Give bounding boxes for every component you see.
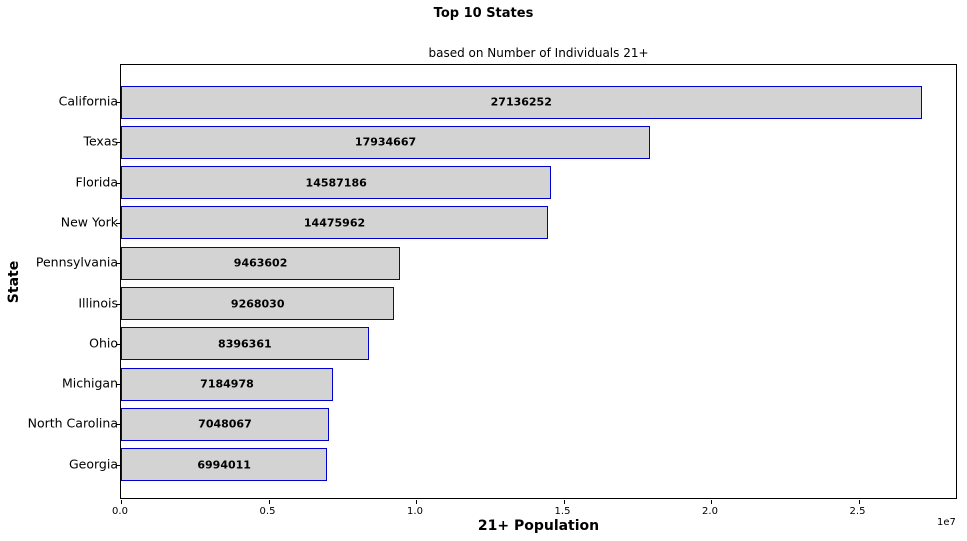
y-tick-label: Pennsylvania (35, 254, 118, 270)
bar (121, 367, 333, 401)
x-tick (858, 500, 860, 504)
bar (121, 407, 329, 441)
plot-area: 27136252 17934667 14587186 14475962 9463602 9… (116, 64, 957, 504)
x-axis-offset-label: 1e7 (937, 517, 956, 528)
y-tick-label: Ohio (89, 335, 118, 351)
y-axis-label: State (6, 260, 22, 304)
x-tick-label: 0.5 (259, 506, 276, 517)
x-tick-label: 1.0 (407, 506, 423, 517)
bar (121, 85, 922, 119)
bar-value-label: 7184978 (200, 377, 254, 391)
bar-value-label: 9268030 (230, 297, 285, 310)
y-tick-label: Michigan (61, 375, 118, 391)
y-tick (116, 424, 120, 426)
y-tick (116, 182, 120, 184)
bar (121, 166, 552, 200)
y-tick-label: California (58, 93, 118, 109)
bar (121, 246, 401, 280)
bar-value-label: 8396361 (218, 337, 272, 351)
bar-value-label: 7048067 (198, 417, 252, 431)
x-tick (711, 500, 712, 504)
bar (121, 206, 549, 240)
y-tick-label: Florida (75, 174, 118, 190)
x-tick-label: 2.0 (702, 506, 718, 517)
x-tick (268, 500, 270, 504)
x-tick-label: 1.5 (554, 506, 571, 517)
bar-value-label: 9463602 (233, 256, 288, 270)
x-tick (563, 500, 565, 504)
bar-value-label: 27136252 (490, 95, 552, 109)
y-tick (116, 303, 120, 305)
y-tick-label: Texas (83, 133, 118, 149)
x-tick (121, 500, 122, 504)
y-tick (116, 222, 120, 224)
bar-value-label: 14587186 (305, 176, 367, 190)
chart-subtitle: based on Number of Individuals 21+ (428, 46, 649, 60)
x-tick-label: 2.5 (849, 506, 866, 517)
y-tick (116, 142, 120, 144)
y-tick-label: Illinois (78, 295, 118, 310)
x-tick (416, 500, 417, 504)
x-tick-label: 0.0 (112, 506, 128, 517)
y-tick-label: New York (60, 214, 118, 230)
bar (121, 287, 395, 320)
bar (121, 448, 328, 482)
chart-title: Top 10 States (433, 6, 534, 21)
y-tick (116, 263, 120, 265)
y-tick (116, 343, 120, 345)
y-tick (116, 384, 120, 386)
y-tick (116, 464, 120, 466)
x-axis-label: 21+ Population (477, 518, 600, 534)
bar (121, 125, 651, 159)
bar-value-label: 6994011 (197, 458, 251, 472)
bar-value-label: 17934667 (354, 135, 417, 149)
y-tick-label: North Carolina (27, 415, 118, 431)
bar (121, 327, 369, 361)
y-tick (116, 102, 120, 103)
y-tick-label: Georgia (68, 456, 118, 472)
bar-value-label: 14475962 (303, 216, 366, 230)
